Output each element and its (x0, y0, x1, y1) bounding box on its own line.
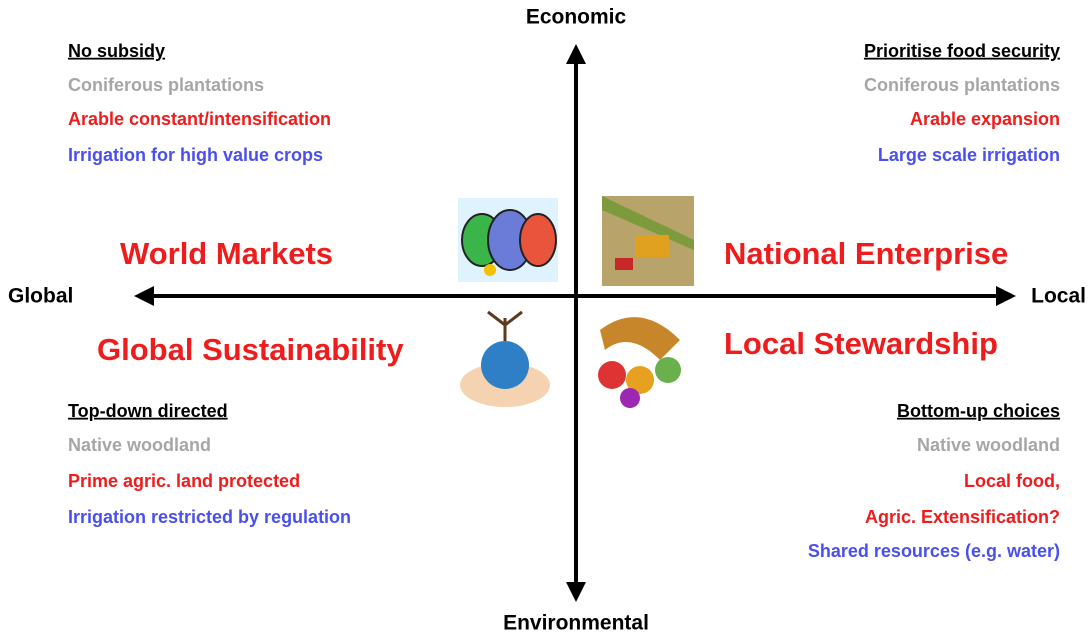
earth-in-hands-icon (460, 312, 550, 407)
quadrant-heading: No subsidy (68, 41, 165, 61)
land-use-item: Local food, (964, 471, 1060, 491)
land-use-item: Shared resources (e.g. water) (808, 541, 1060, 561)
axis-label-left: Global (8, 285, 73, 308)
land-use-item: Coniferous plantations (864, 75, 1060, 95)
land-use-item: Arable expansion (910, 109, 1060, 129)
land-use-item: Irrigation for high value crops (68, 145, 323, 165)
quadrant-heading: Prioritise food security (864, 41, 1060, 61)
axis-label-right: Local (1031, 285, 1086, 308)
land-use-item: Native woodland (68, 435, 211, 455)
axis-label-bottom: Environmental (503, 612, 649, 635)
land-use-item: Large scale irrigation (878, 145, 1060, 165)
land-use-item: Coniferous plantations (68, 75, 264, 95)
diagram: Economic Environmental Global Local No s… (0, 0, 1088, 641)
land-use-item: Prime agric. land protected (68, 471, 300, 491)
scenario-title: National Enterprise (724, 236, 1008, 271)
money-bags-icon (458, 198, 558, 282)
land-use-item: Arable constant/intensification (68, 109, 331, 129)
scenario-title: Local Stewardship (724, 326, 998, 361)
scenario-title: Global Sustainability (97, 332, 404, 367)
farm-icon (602, 196, 694, 286)
land-use-item: Native woodland (917, 435, 1060, 455)
scenario-title: World Markets (120, 236, 333, 271)
quadrant-heading: Bottom-up choices (897, 401, 1060, 421)
land-use-item: Agric. Extensification? (865, 507, 1060, 527)
harvest-icon (598, 317, 681, 408)
land-use-item: Irrigation restricted by regulation (68, 507, 351, 527)
quadrant-heading: Top-down directed (68, 401, 228, 421)
axis-label-top: Economic (526, 6, 627, 29)
